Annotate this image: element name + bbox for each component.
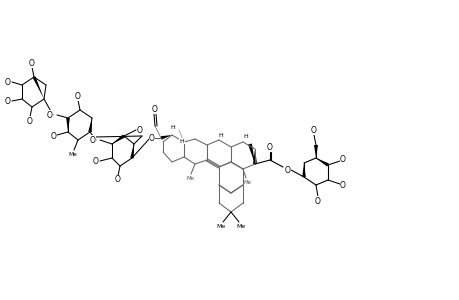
Text: O: O xyxy=(137,125,143,134)
Text: O: O xyxy=(115,176,121,184)
Polygon shape xyxy=(66,118,70,132)
Polygon shape xyxy=(88,118,92,132)
Polygon shape xyxy=(112,134,125,144)
Text: H: H xyxy=(243,134,248,139)
Text: O: O xyxy=(90,136,96,145)
Text: O: O xyxy=(27,116,33,125)
Polygon shape xyxy=(315,158,328,166)
Polygon shape xyxy=(33,76,44,99)
Text: Me: Me xyxy=(187,176,195,181)
Text: H: H xyxy=(170,124,175,130)
Polygon shape xyxy=(130,144,134,158)
Polygon shape xyxy=(247,143,254,164)
Text: Me: Me xyxy=(216,224,225,229)
Text: H: H xyxy=(218,133,223,137)
Text: O: O xyxy=(149,134,155,142)
Polygon shape xyxy=(313,145,317,158)
Text: O: O xyxy=(310,125,316,134)
Polygon shape xyxy=(252,149,257,164)
Text: O: O xyxy=(267,142,272,152)
Text: Me: Me xyxy=(236,224,245,229)
Text: O: O xyxy=(47,110,53,119)
Text: O: O xyxy=(314,196,320,206)
Text: O: O xyxy=(339,181,345,190)
Text: H: H xyxy=(179,139,184,143)
Text: O: O xyxy=(285,166,290,175)
Text: O: O xyxy=(29,58,35,68)
Text: O: O xyxy=(152,104,157,113)
Text: O: O xyxy=(93,157,99,166)
Text: O: O xyxy=(75,92,81,100)
Text: O: O xyxy=(5,77,11,86)
Polygon shape xyxy=(160,135,172,140)
Text: O: O xyxy=(5,97,11,106)
Text: O: O xyxy=(339,154,345,164)
Text: O: O xyxy=(51,131,57,140)
Text: Me: Me xyxy=(68,152,77,157)
Polygon shape xyxy=(302,163,305,177)
Text: Me: Me xyxy=(243,179,252,184)
